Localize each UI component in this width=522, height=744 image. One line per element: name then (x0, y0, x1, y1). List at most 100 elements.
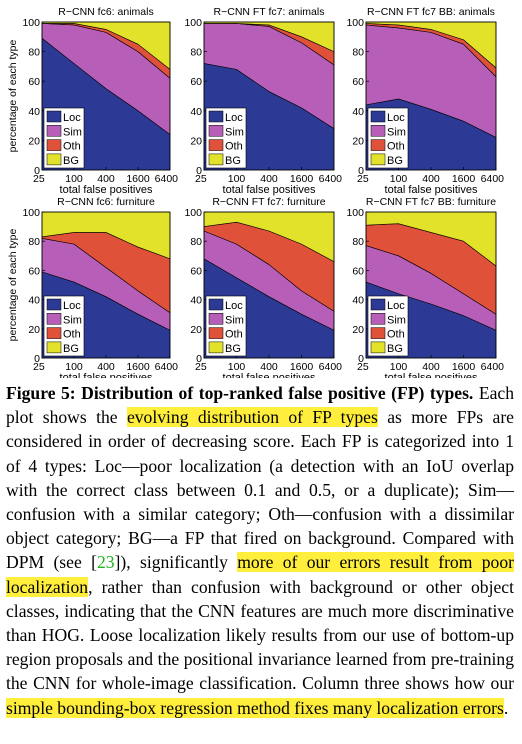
y-axis-label: percentage of each type (7, 40, 19, 153)
y-tick-label: 80 (190, 236, 202, 248)
legend-label: Loc (63, 300, 81, 312)
y-tick-label: 80 (190, 47, 202, 59)
legend: Loc Sim Oth BG (43, 107, 85, 169)
legend-label: Oth (225, 141, 243, 153)
legend-swatch (208, 341, 224, 354)
x-tick-label: 100 (228, 361, 246, 373)
chart-title: R−CNN FT fc7 BB: animals (367, 6, 495, 18)
y-tick-label: 60 (352, 265, 364, 277)
legend-swatch (46, 110, 62, 123)
x-tick-label: 400 (260, 361, 278, 373)
caption-title: Distribution of top-ranked false positiv… (75, 383, 474, 403)
x-tick-label: 25 (33, 361, 45, 373)
y-tick-label: 100 (184, 17, 202, 29)
legend-label: Loc (225, 112, 243, 124)
x-tick-label: 1600 (126, 173, 150, 185)
x-tick-label: 1600 (452, 173, 476, 185)
legend-label: BG (63, 343, 79, 355)
x-axis-label: total false positives (223, 184, 316, 196)
legend-label: Sim (63, 126, 82, 138)
legend: Loc Sim Oth BG (205, 295, 247, 357)
y-tick-label: 80 (28, 236, 40, 248)
x-tick-label: 1600 (452, 361, 476, 373)
legend-label: Loc (225, 300, 243, 312)
legend: Loc Sim Oth BG (367, 295, 409, 357)
legend-label: BG (63, 155, 79, 167)
legend-swatch (370, 125, 386, 137)
caption-text-4: , rather than confusion with background … (6, 576, 514, 694)
x-axis-label: total false positives (385, 372, 478, 378)
legend-label: Oth (387, 329, 405, 341)
y-tick-label: 40 (28, 295, 40, 307)
y-tick-label: 40 (28, 106, 40, 118)
legend-swatch (208, 313, 224, 325)
x-tick-label: 100 (390, 361, 408, 373)
chart-title: R−CNN FT fc7: furniture (212, 196, 325, 208)
y-tick-label: 100 (184, 207, 202, 219)
y-tick-label: 60 (190, 265, 202, 277)
x-tick-label: 400 (422, 361, 440, 373)
x-tick-label: 400 (97, 361, 115, 373)
chart-title: R−CNN FT fc7 BB: furniture (366, 196, 496, 208)
x-tick-label: 6400 (481, 173, 505, 185)
chart-title: R−CNN FT fc7: animals (214, 6, 325, 18)
x-tick-label: 6400 (319, 361, 343, 373)
legend-label: BG (387, 343, 403, 355)
y-tick-label: 60 (190, 76, 202, 88)
legend-swatch (46, 327, 62, 339)
y-tick-label: 80 (352, 236, 364, 248)
y-tick-label: 100 (346, 17, 364, 29)
x-tick-label: 400 (260, 173, 278, 185)
y-tick-label: 60 (28, 265, 40, 277)
x-axis-label: total false positives (60, 372, 153, 378)
legend-label: Sim (387, 126, 406, 138)
legend-label: Oth (63, 329, 81, 341)
legend-swatch (46, 153, 62, 166)
chart-panel-6: 0 20 40 60 80 100 25 100 400 1600 6400 R−CNN FT fc7… (346, 196, 504, 378)
legend: Loc Sim Oth BG (367, 107, 409, 169)
y-axis-label: percentage of each type (7, 229, 19, 342)
y-tick-label: 0 (34, 165, 40, 177)
y-tick-label: 100 (346, 207, 364, 219)
legend-label: Sim (63, 314, 82, 326)
legend-label: Oth (225, 329, 243, 341)
citation-link[interactable]: 23 (96, 552, 115, 573)
x-tick-label: 6400 (319, 173, 343, 185)
legend: Loc Sim Oth BG (205, 107, 247, 169)
legend-label: BG (225, 155, 241, 167)
legend-swatch (208, 139, 224, 151)
legend-swatch (46, 313, 62, 325)
y-tick-label: 0 (196, 165, 202, 177)
legend-swatch (208, 110, 224, 123)
x-axis-label: total false positives (385, 184, 478, 196)
x-axis-label: total false positives (223, 372, 316, 378)
x-tick-label: 100 (65, 361, 83, 373)
x-tick-label: 100 (390, 173, 408, 185)
x-tick-label: 25 (195, 173, 207, 185)
x-tick-label: 400 (422, 173, 440, 185)
legend-swatch (370, 298, 386, 311)
y-tick-label: 40 (190, 295, 202, 307)
figure-caption: Figure 5: Distribution of top-ranked fal… (6, 381, 514, 720)
y-tick-label: 100 (22, 17, 40, 29)
x-tick-label: 1600 (290, 361, 314, 373)
y-tick-label: 20 (352, 135, 364, 147)
legend-swatch (46, 125, 62, 137)
caption-text-3: ]), significantly (114, 552, 238, 573)
y-tick-label: 60 (352, 76, 364, 88)
y-tick-label: 0 (358, 353, 364, 365)
legend-swatch (370, 341, 386, 354)
highlight-3: simple bounding-box regression method fi… (6, 697, 504, 718)
y-tick-label: 0 (358, 165, 364, 177)
y-tick-label: 40 (352, 106, 364, 118)
legend: Loc Sim Oth BG (43, 295, 85, 357)
y-tick-label: 100 (22, 207, 40, 219)
x-tick-label: 25 (357, 361, 369, 373)
chart-panel-3: 0 20 40 60 80 100 25 100 400 1600 6400 R−CNN FT fc7… (346, 6, 504, 196)
x-tick-label: 100 (65, 173, 83, 185)
legend-label: Sim (387, 314, 406, 326)
legend-label: Sim (225, 314, 244, 326)
y-tick-label: 80 (28, 47, 40, 59)
legend-label: Loc (387, 300, 405, 312)
